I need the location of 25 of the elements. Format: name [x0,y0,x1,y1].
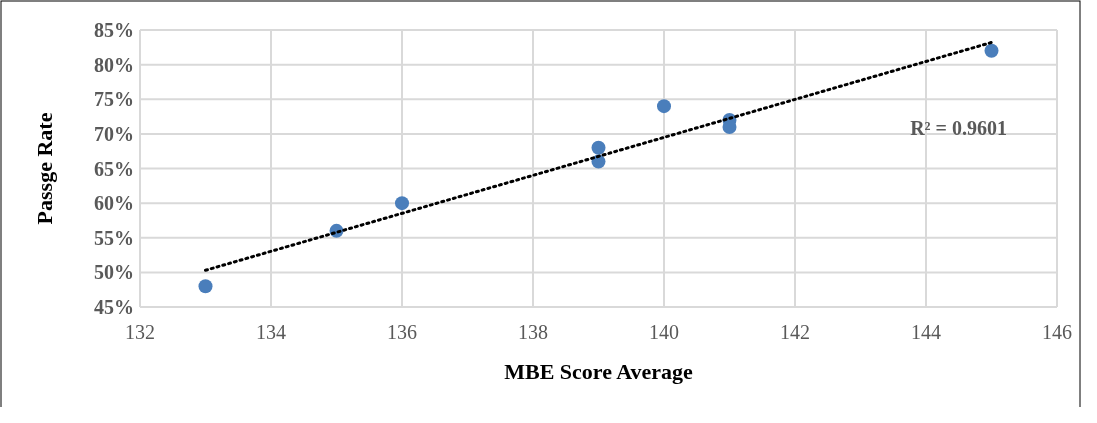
x-tick-label: 132 [125,321,155,343]
point [591,140,606,155]
x-tick-label: 140 [649,321,679,343]
y-tick-label: 65% [94,157,134,180]
x-tick-label: 146 [1042,321,1072,343]
y-tick-label: 85% [94,19,134,41]
point [657,99,671,114]
y-tick-label: 55% [94,226,134,249]
y-tick-label: 60% [94,192,134,215]
point [984,43,999,58]
y-tick-label: 80% [94,53,134,76]
x-tick-label: 144 [911,321,941,343]
x-tick-label: 136 [387,321,417,343]
x-tick-label: 138 [518,321,548,343]
y-tick-label: 75% [94,88,134,111]
x-tick-label: 134 [256,321,286,343]
y-tick-label: 45% [94,296,134,318]
y-tick-label: 70% [94,122,134,145]
point [198,279,213,294]
x-axis-title: MBE Score Average [504,359,694,384]
annotation: R² = 0.9601 [910,117,1007,140]
y-axis-title: Passge Rate [32,112,57,225]
y-tick-label: 50% [94,261,134,284]
x-tick-label: 142 [780,321,810,343]
point [395,196,409,211]
